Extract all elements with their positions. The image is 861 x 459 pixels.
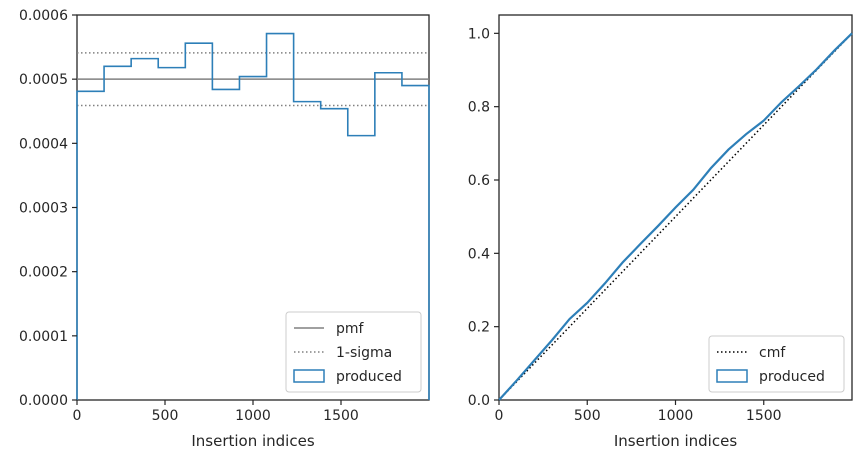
y-tick-label: 0.0 [468, 393, 490, 409]
pmf-legend: pmf 1-sigma produced [285, 311, 422, 393]
x-tick-label: 1000 [658, 408, 694, 424]
pmf-panel: 0 500 1000 1500 0.0000 0.0001 0.0002 0.0003 0.00… [19, 8, 430, 450]
y-tick-label: 0.0000 [19, 393, 68, 409]
legend-frame [285, 311, 422, 393]
y-tick-label: 0.0003 [19, 201, 68, 217]
pmf-x-axis-label: Insertion indices [191, 432, 314, 450]
legend-label: pmf [336, 321, 365, 337]
y-tick-label: 1.0 [468, 26, 490, 42]
legend-label: produced [759, 369, 825, 385]
legend-produced-swatch [716, 369, 748, 383]
y-tick-label: 0.0002 [19, 265, 68, 281]
y-tick-label: 0.6 [468, 173, 490, 189]
y-tick-label: 0.2 [468, 320, 490, 336]
y-tick-label: 0.8 [468, 100, 490, 116]
produced-histogram [76, 32, 430, 400]
y-tick-label: 0.0004 [19, 136, 68, 152]
cmf-legend: cmf produced [708, 335, 845, 393]
cmf-line [498, 32, 853, 401]
y-tick-label: 0.0001 [19, 329, 68, 345]
legend-label: produced [336, 369, 402, 385]
x-tick-label: 0 [73, 408, 82, 424]
y-tick-label: 0.0006 [19, 8, 68, 24]
x-tick-label: 1500 [746, 408, 782, 424]
x-tick-label: 0 [495, 408, 504, 424]
legend-label: 1-sigma [336, 345, 392, 361]
produced-cumulative-line [498, 32, 853, 401]
legend-produced-swatch [293, 369, 325, 383]
y-tick-label: 0.0005 [19, 72, 68, 88]
x-tick-label: 500 [574, 408, 601, 424]
legend-label: cmf [759, 345, 786, 361]
legend-frame [708, 335, 845, 393]
x-tick-label: 500 [152, 408, 179, 424]
pmf-ticks: 0 500 1000 1500 0.0000 0.0001 0.0002 0.0003 0.00… [19, 8, 359, 424]
y-tick-label: 0.4 [468, 246, 490, 262]
cmf-x-axis-label: Insertion indices [614, 432, 737, 450]
cmf-ticks: 0 500 1000 1500 0.0 0.2 0.4 0.6 0.8 1.0 [468, 26, 782, 424]
x-tick-label: 1500 [323, 408, 359, 424]
x-tick-label: 1000 [235, 408, 271, 424]
cmf-panel: 0 500 1000 1500 0.0 0.2 0.4 0.6 0.8 1.0 Insertion… [468, 14, 853, 450]
